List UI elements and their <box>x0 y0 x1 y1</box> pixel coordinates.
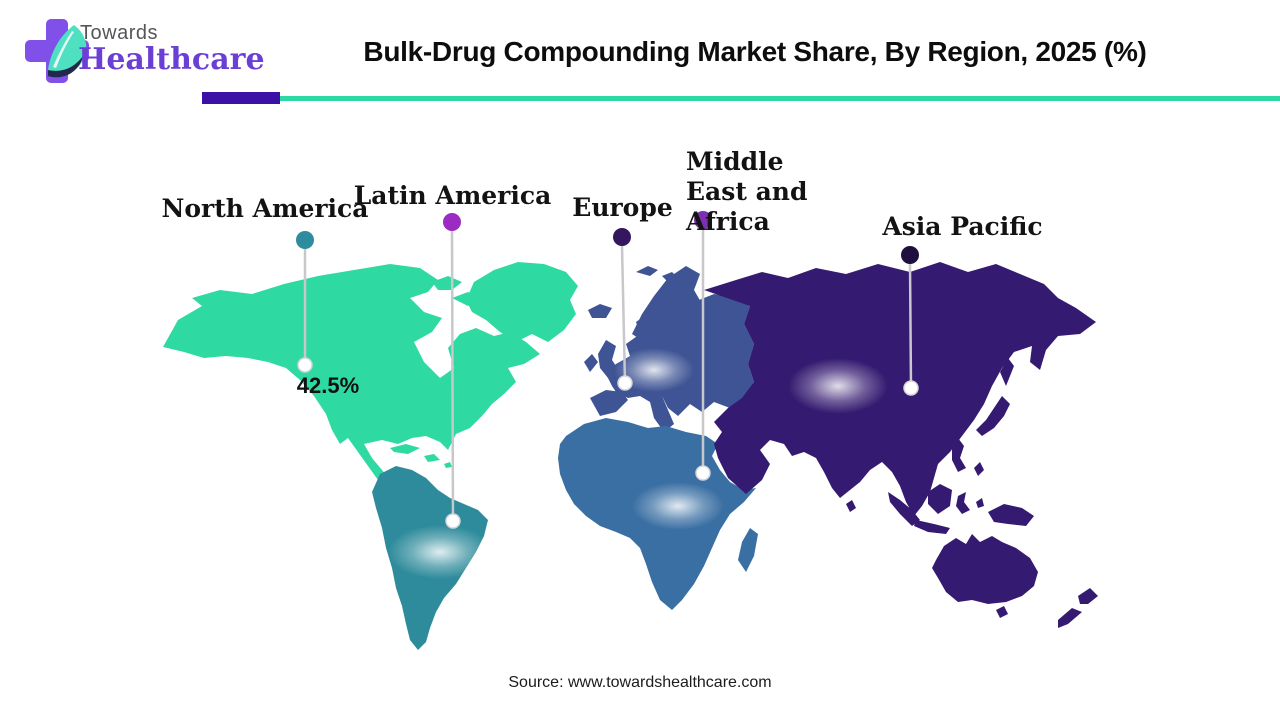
divider-teal-line <box>280 96 1280 101</box>
divider-purple-segment <box>202 92 280 104</box>
glow-europe <box>614 348 694 392</box>
leaf-swoosh <box>48 56 83 78</box>
java <box>914 520 950 534</box>
pin-dot-middle-east-africa <box>694 211 712 229</box>
label-middle-east-africa: Middle East and Africa <box>686 147 808 236</box>
region-north-america <box>163 262 578 504</box>
australia <box>932 534 1038 604</box>
pin-dot-europe <box>613 228 631 246</box>
pin-dot-asia-pacific <box>901 246 919 264</box>
chart-title: Bulk-Drug Compounding Market Share, By R… <box>363 36 1147 67</box>
caribbean-hispaniola <box>424 454 440 462</box>
svalbard-2 <box>662 272 678 282</box>
sri-lanka <box>846 500 856 512</box>
glow-asia <box>788 358 888 414</box>
pin-line-latin-america <box>450 229 455 523</box>
scandinavia <box>632 266 702 342</box>
label-asia-pacific: Asia Pacific <box>882 212 1043 241</box>
moluccas <box>976 498 984 508</box>
label-latin-america: Latin America <box>353 181 552 210</box>
philippines <box>952 438 966 472</box>
arctic-island-1 <box>432 276 462 290</box>
new-zealand-south <box>1058 608 1082 628</box>
ireland <box>584 354 598 372</box>
pin-dot-north-america <box>296 231 314 249</box>
pin-line-asia-pacific <box>908 262 913 390</box>
madagascar <box>738 528 758 572</box>
japan <box>976 396 1010 436</box>
region-glows <box>388 348 888 579</box>
iceland <box>588 304 612 318</box>
label-europe: Europe <box>572 193 673 222</box>
pin-target-europe <box>617 375 633 391</box>
arctic-island-2 <box>452 292 480 306</box>
new-guinea <box>988 504 1034 526</box>
caribbean-cuba <box>390 444 420 454</box>
asia-mainland <box>704 262 1096 516</box>
caribbean-small-island <box>444 462 452 468</box>
logo-leaf-icon <box>48 25 87 78</box>
pin-target-latin-america <box>445 513 461 529</box>
iberia <box>590 390 628 416</box>
new-zealand-north <box>1078 588 1098 604</box>
source-attribution: Source: www.towardshealthcare.com <box>508 674 772 691</box>
tasmania <box>996 606 1008 618</box>
north-america-share-value: 42.5% <box>296 373 360 398</box>
arctic-island-3 <box>330 278 356 290</box>
pin-target-middle-east-africa <box>695 465 711 481</box>
pin-target-north-america <box>297 357 313 373</box>
taiwan <box>974 462 984 476</box>
region-asia-pacific <box>704 262 1098 628</box>
svalbard-1 <box>636 266 658 276</box>
sulawesi <box>956 492 970 514</box>
greenland <box>466 262 578 342</box>
map-pins <box>296 211 919 529</box>
glow-south-america <box>388 525 492 579</box>
pin-line-europe <box>620 244 627 385</box>
towards-healthcare-logo <box>25 19 89 83</box>
label-north-america: North America <box>161 194 369 223</box>
sakhalin <box>1000 358 1014 386</box>
pin-target-asia-pacific <box>903 380 919 396</box>
leaf-vein <box>53 31 74 68</box>
sumatra <box>888 492 920 526</box>
brand-name-healthcare: Healthcare <box>78 42 265 77</box>
brand-name-towards: Towards <box>80 22 158 44</box>
glow-africa <box>632 482 724 530</box>
north-america-mainland <box>163 264 540 504</box>
pin-dot-latin-america <box>443 213 461 231</box>
borneo <box>928 484 952 514</box>
